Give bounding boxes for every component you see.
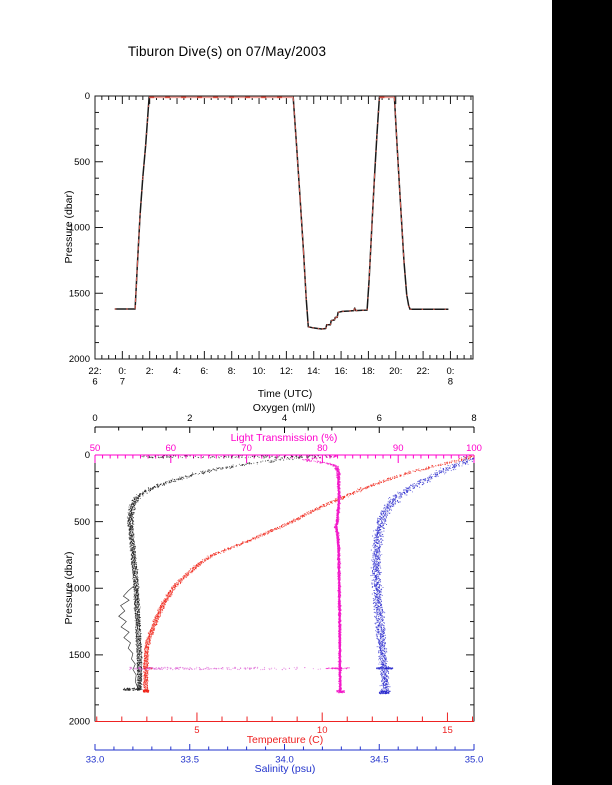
tick-label: 500: [74, 517, 90, 528]
temperature-axis-label: Temperature (C): [246, 734, 324, 746]
tick-label: 6:: [200, 366, 208, 377]
tick-label: 4:: [173, 366, 181, 377]
tick-label: 60: [166, 443, 177, 454]
chart-title: Tiburon Dive(s) on 07/May/2003: [127, 44, 327, 59]
salinity-profile: [370, 455, 475, 694]
salinity-bottom-mark: [378, 690, 391, 695]
temperature-profile: [142, 455, 475, 692]
tick-label: 80: [317, 443, 328, 454]
oxygen-profile: [126, 455, 319, 691]
dive-track-slope-overlay: [134, 97, 405, 310]
tick-label: 16:: [334, 366, 347, 377]
profile-chart: 0 500 1000 1500 2000 50 60 70 80 90 100 5 10 15 0 2 4 6 8 3…: [69, 413, 483, 766]
tick-label: 50: [90, 443, 101, 454]
salinity-axis-label: Salinity (psu): [254, 763, 316, 775]
tick-label: 0:: [118, 366, 126, 377]
dive-track-line: [114, 96, 449, 330]
tick-label: 18:: [362, 366, 375, 377]
tick-label: 35.0: [465, 755, 484, 766]
dive-depth-chart: 22:60:72: 4: 6: 8: 10: 12: 14: 16: 18: 20: 22: 0:80…: [69, 91, 474, 388]
tick-label: 33.0: [86, 755, 105, 766]
tick-label: 100: [466, 443, 482, 454]
light-transmission-profile: [301, 455, 343, 694]
tick-label: 90: [393, 443, 404, 454]
tick-label: 0: [85, 450, 90, 461]
tick-label: 2:: [146, 366, 154, 377]
right-black-bar: [552, 0, 612, 785]
tick-label: 10: [317, 725, 328, 736]
tick-label: 34.5: [370, 755, 389, 766]
tick-label: 8: [448, 377, 453, 388]
tick-label: 1500: [69, 288, 90, 299]
tick-label: 2000: [69, 354, 90, 365]
oxygen-bottom-mark: [122, 687, 142, 691]
tick-label: 6: [377, 413, 382, 424]
oxygen-deep-wiggle: [118, 585, 138, 688]
light-1600-tick: [325, 667, 350, 670]
tick-label: 33.5: [181, 755, 200, 766]
pressure-axis-label-bottom-chart: Pressure (dbar): [63, 551, 75, 625]
profile-data-points: [118, 455, 475, 695]
salinity-1600-tick: [376, 667, 394, 670]
pressure-axis-label-top-chart: Pressure (dbar): [63, 190, 75, 264]
tick-label: 20:: [389, 366, 402, 377]
tick-label: 8: [471, 413, 476, 424]
tick-label: 22:: [88, 366, 101, 377]
oxygen-surface-band: [141, 455, 332, 459]
tick-label: 14:: [307, 366, 320, 377]
time-axis-label: Time (UTC): [257, 388, 313, 400]
temperature-bottom-mark: [142, 689, 150, 693]
tick-label: 1000: [69, 223, 90, 234]
dive-track-deep-overlay: [114, 97, 449, 330]
tick-label: 2000: [69, 717, 90, 728]
tick-label: 0:: [446, 366, 454, 377]
tick-label: 22:: [416, 366, 429, 377]
tick-label: 4: [282, 413, 287, 424]
light-1600-band: [129, 666, 321, 671]
tick-label: 2: [187, 413, 192, 424]
light-transmission-axis-label: Light Transmission (%): [230, 432, 338, 444]
tick-label: 6: [92, 377, 97, 388]
tick-label: 7: [120, 377, 125, 388]
tick-label: 1000: [69, 583, 90, 594]
tick-label: 0: [92, 413, 97, 424]
tick-label: 500: [74, 157, 90, 168]
oxygen-axis-label: Oxygen (ml/l): [252, 402, 316, 414]
tick-label: 10:: [252, 366, 265, 377]
tick-label: 1500: [69, 650, 90, 661]
tick-label: 15: [442, 725, 453, 736]
tick-label: 0: [85, 91, 90, 102]
tick-label: 70: [241, 443, 252, 454]
tick-label: 34.0: [275, 755, 294, 766]
tick-label: 12:: [280, 366, 293, 377]
light-bottom-mark: [336, 689, 345, 694]
tick-label: 8:: [228, 366, 236, 377]
tick-label: 5: [194, 725, 199, 736]
